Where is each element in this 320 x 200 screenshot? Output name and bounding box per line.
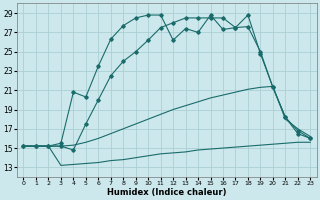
X-axis label: Humidex (Indice chaleur): Humidex (Indice chaleur) bbox=[107, 188, 227, 197]
